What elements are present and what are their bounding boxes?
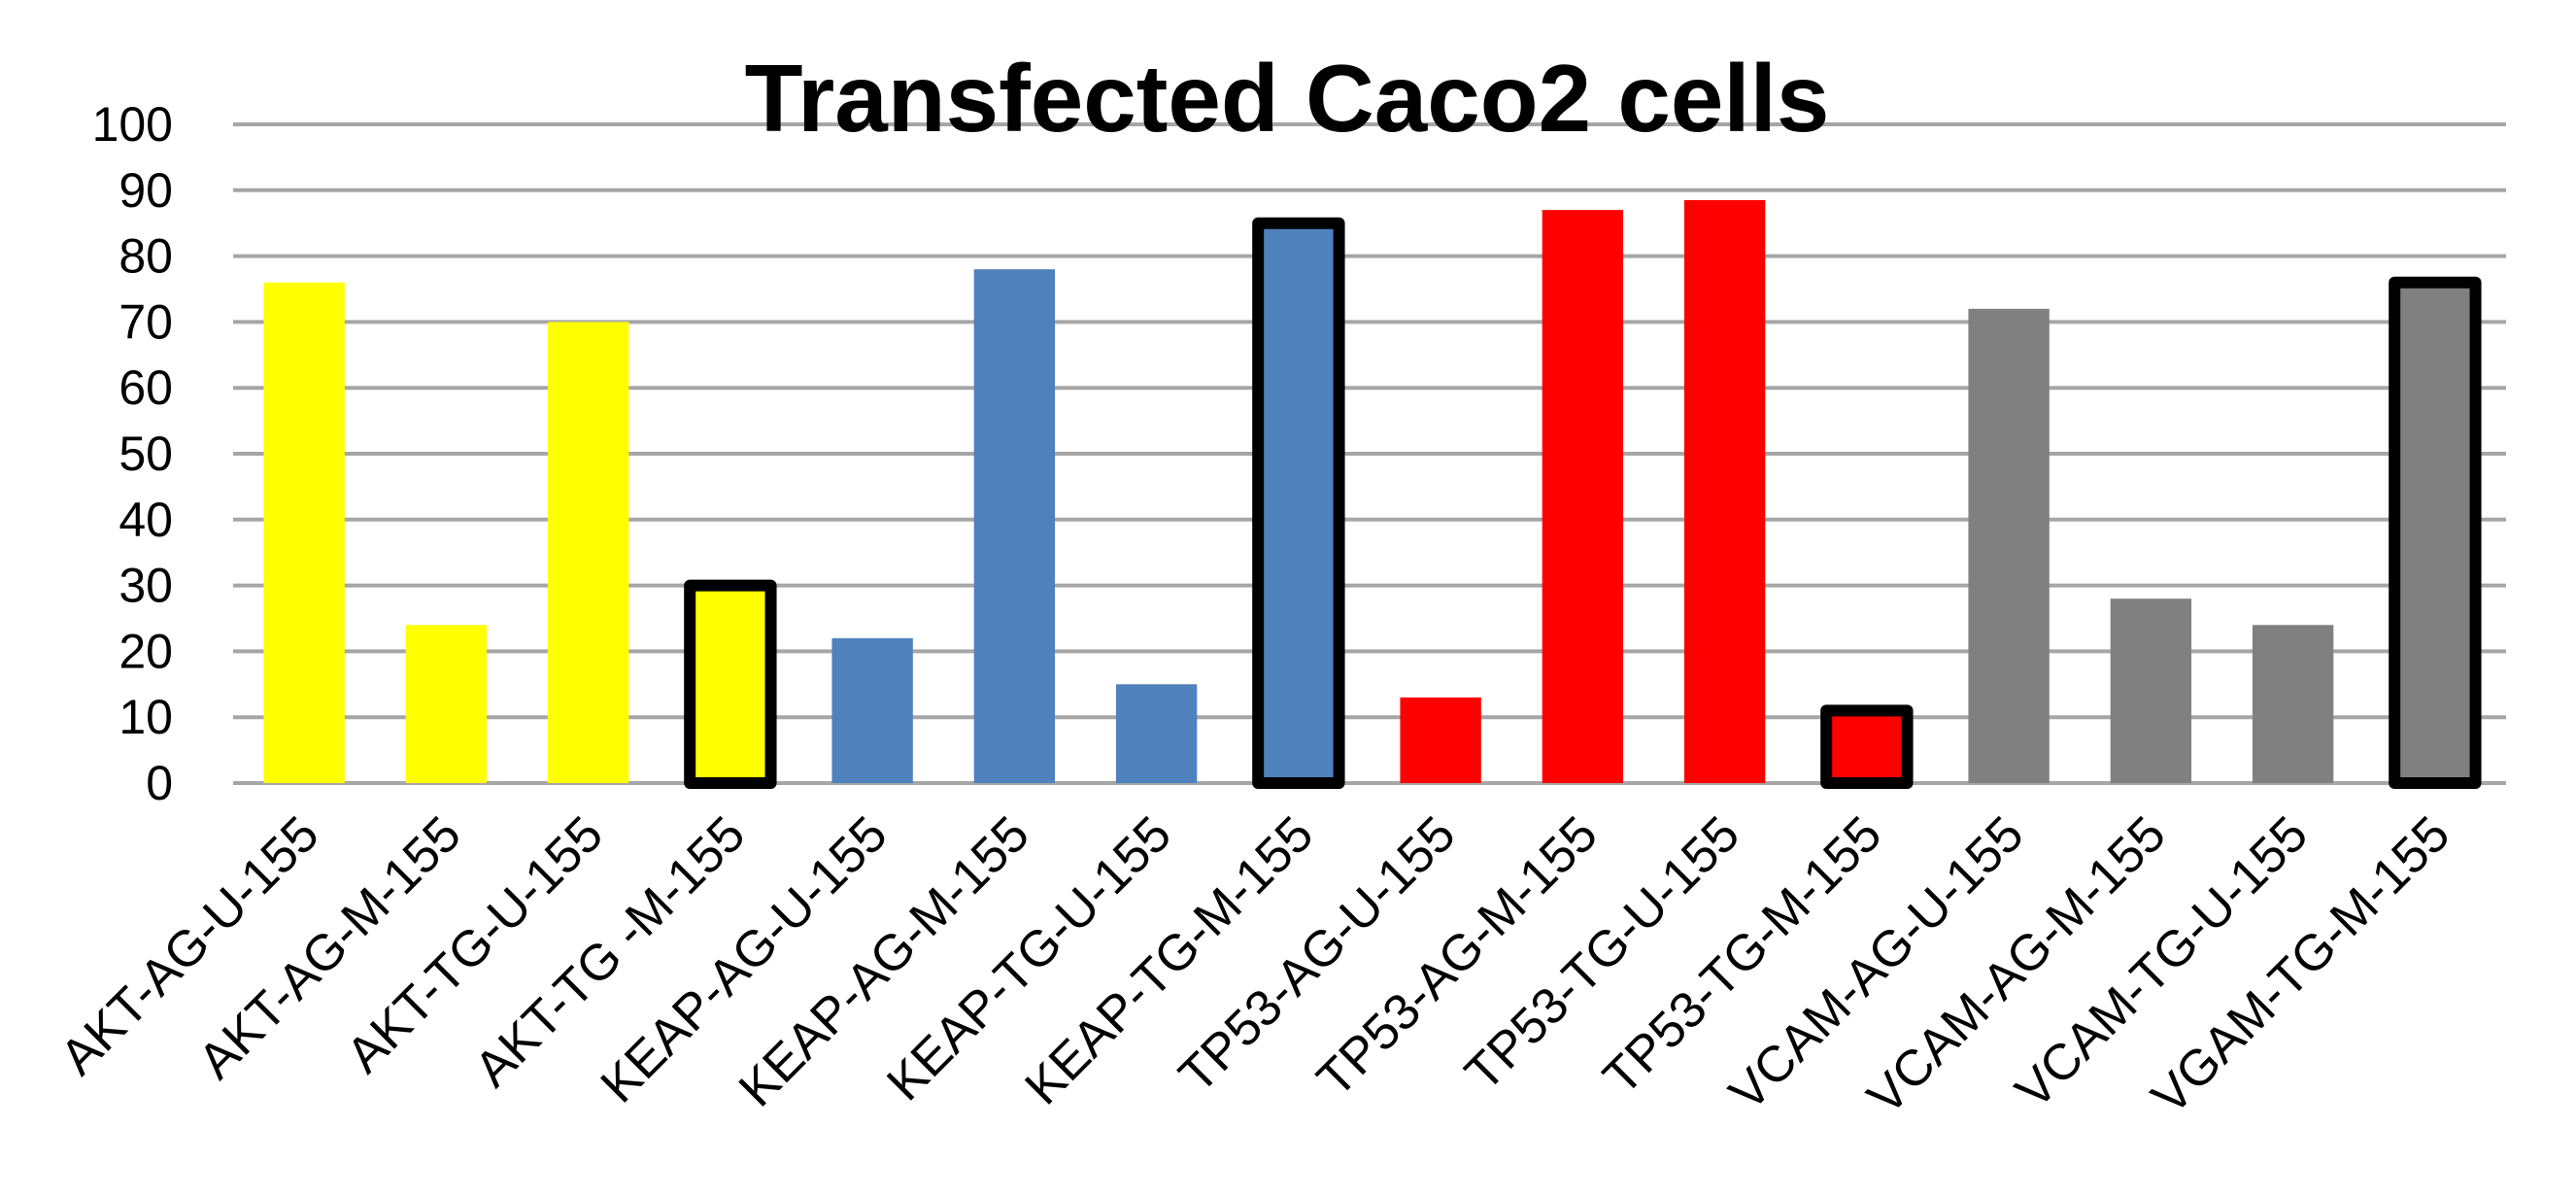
bar [405, 625, 488, 783]
bar [263, 282, 345, 784]
bar [1683, 199, 1766, 784]
bar [1115, 684, 1198, 783]
y-tick-label: 30 [119, 559, 173, 613]
y-tick-label: 10 [119, 690, 173, 744]
bar [1400, 697, 1481, 783]
bar [973, 269, 1056, 783]
y-tick-label: 60 [119, 360, 173, 415]
bar [1542, 210, 1624, 783]
x-tick-label: AKT-AG-U-155 [50, 805, 329, 1085]
bar [831, 637, 913, 783]
y-tick-label: 70 [119, 294, 173, 349]
y-tick-label: 0 [146, 756, 173, 810]
y-tick-label: 100 [92, 97, 173, 152]
bar [2110, 598, 2192, 783]
y-axis-tick-labels: 0 10 20 30 40 50 60 70 80 90 100 [92, 97, 173, 810]
bar [2389, 276, 2482, 790]
y-tick-label: 80 [119, 229, 173, 284]
bars [263, 199, 2482, 790]
x-tick-label: AKT-AG-M-155 [188, 805, 472, 1089]
x-axis-category-labels: AKT-AG-U-155AKT-AG-M-155AKT-TG-U-155AKT-… [50, 805, 2460, 1125]
y-tick-label: 50 [119, 427, 173, 481]
bar [1968, 308, 2050, 783]
bar [684, 579, 777, 789]
y-tick-label: 20 [119, 624, 173, 678]
x-tick-label: AKT-TG-U-155 [336, 805, 614, 1083]
bar [547, 322, 629, 783]
bar [2252, 625, 2334, 783]
chart-title: Transfected Caco2 cells [745, 45, 1830, 152]
y-tick-label: 40 [119, 493, 173, 547]
bar [1252, 217, 1345, 789]
y-tick-label: 90 [119, 163, 173, 218]
bar [1820, 704, 1914, 789]
